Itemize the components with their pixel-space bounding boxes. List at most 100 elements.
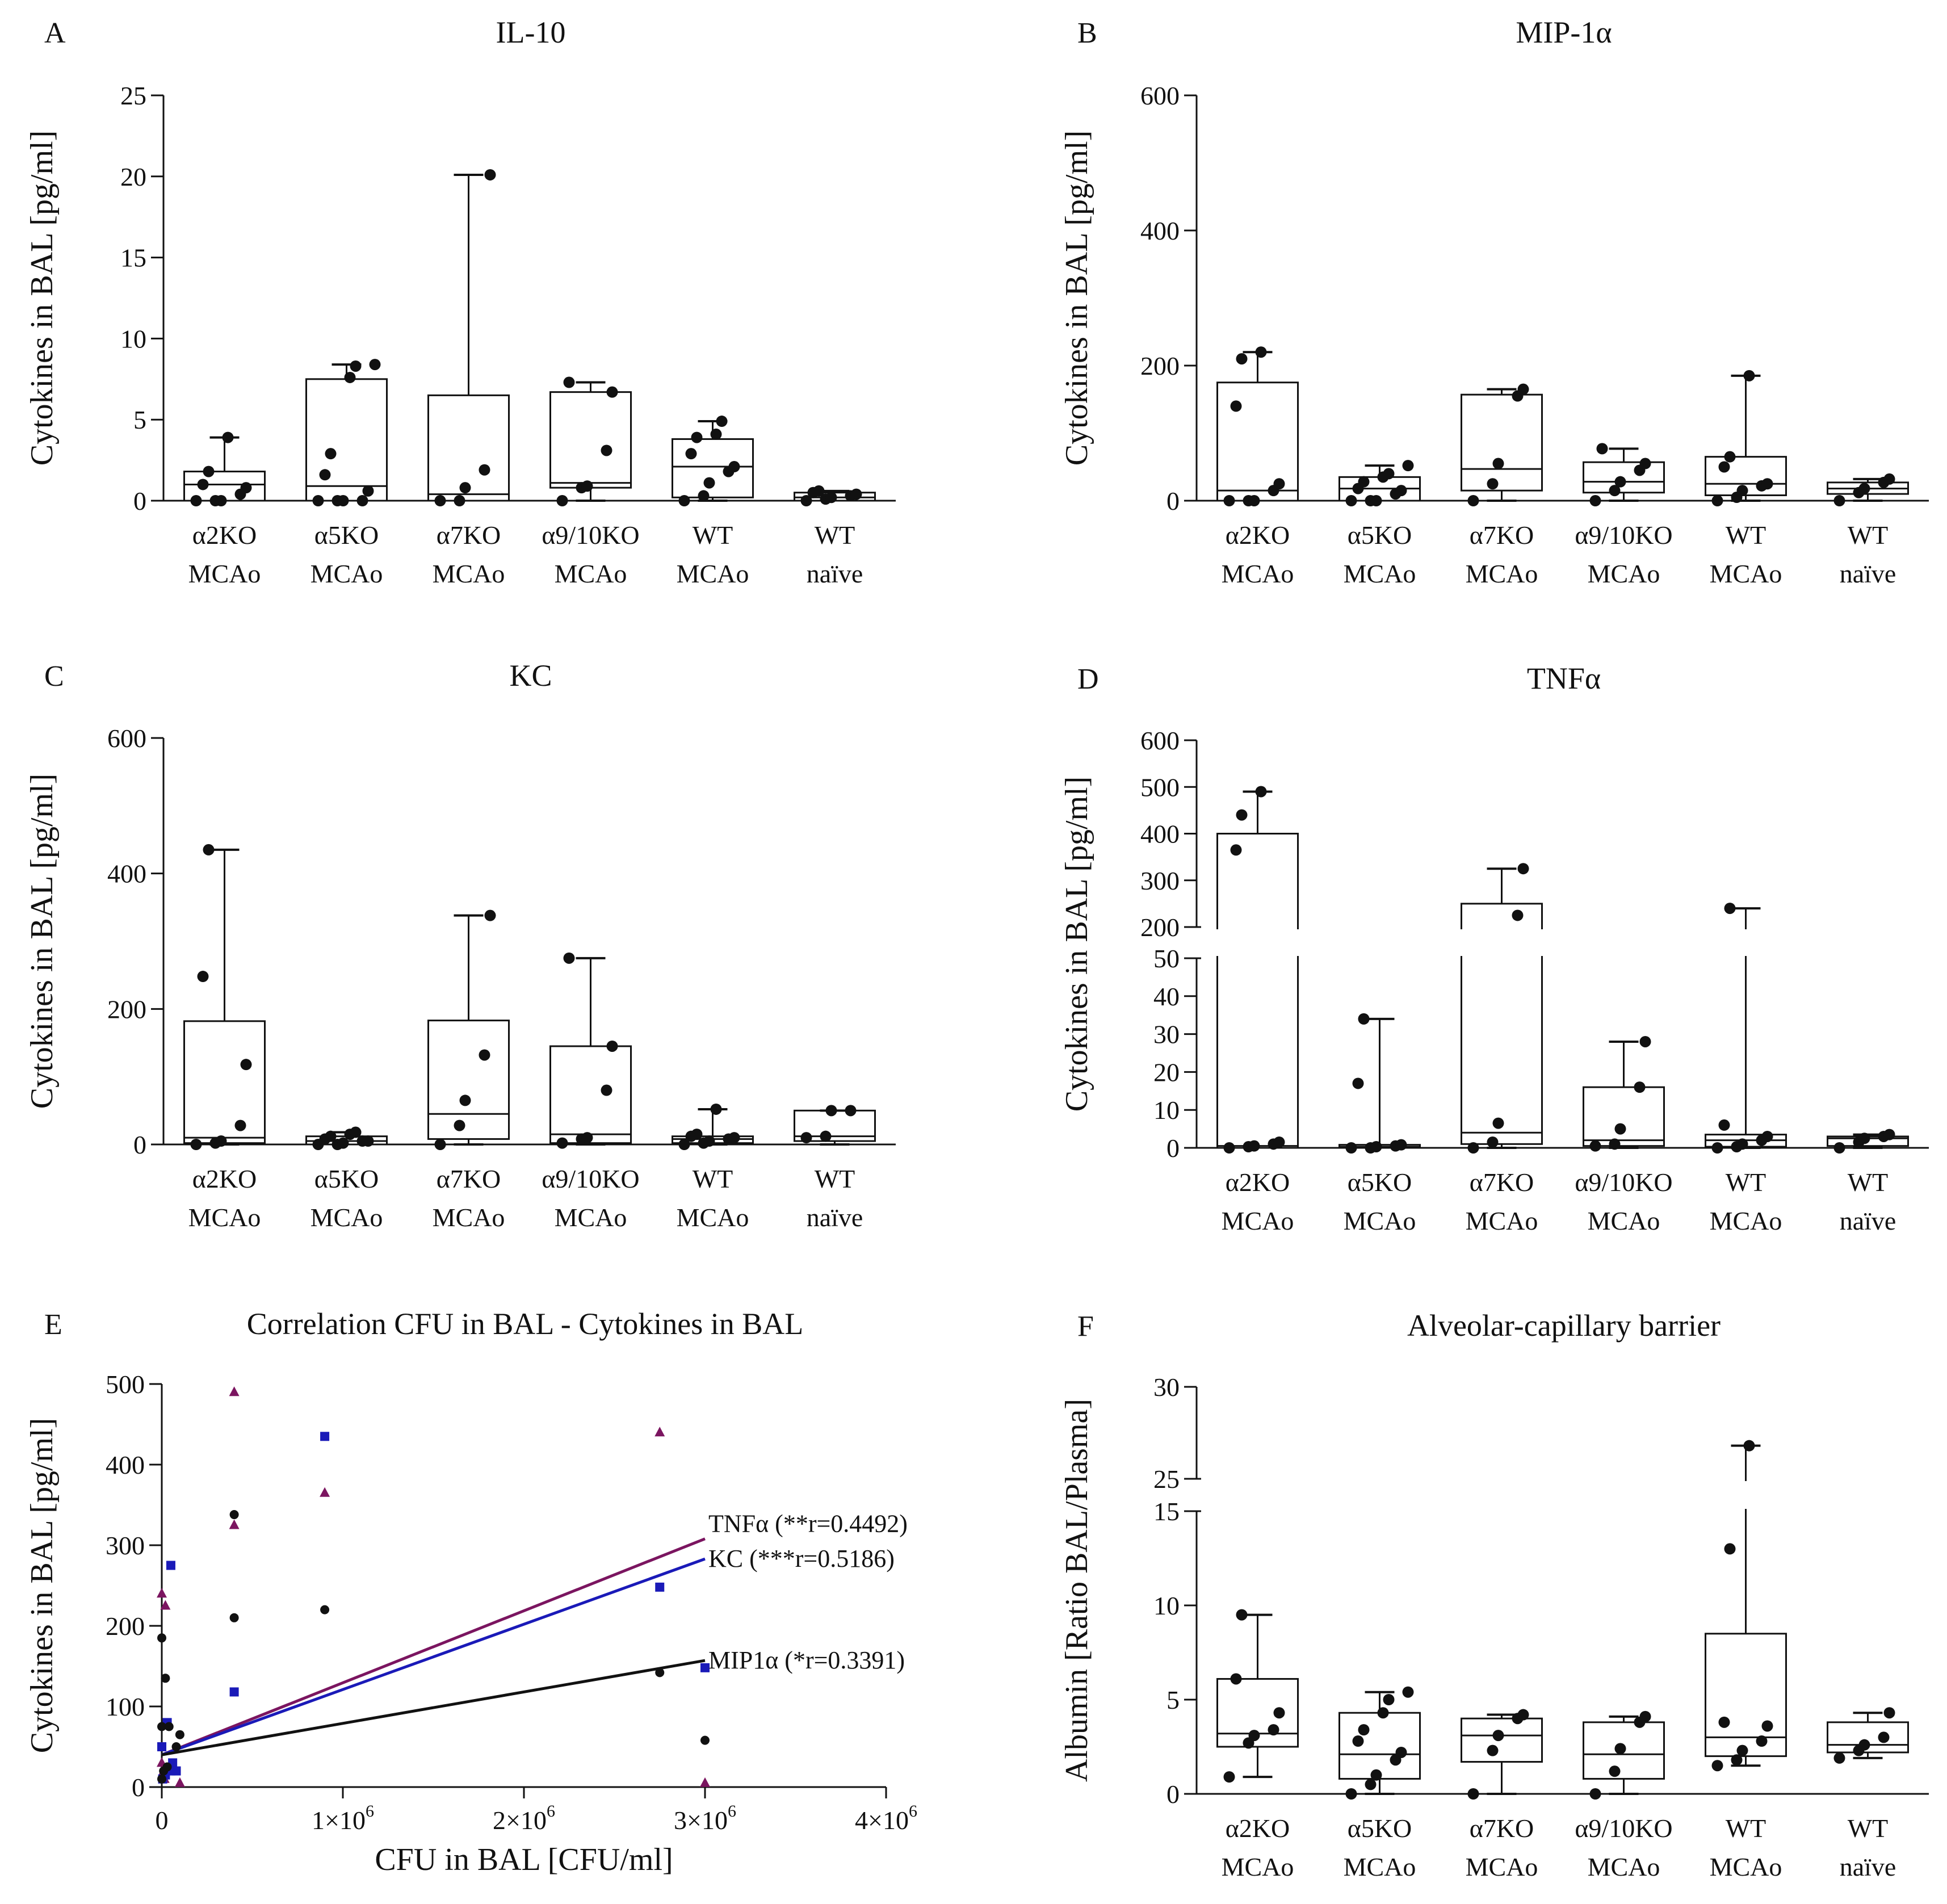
data-point xyxy=(1402,1686,1414,1698)
y-tick-label: 15 xyxy=(1153,1497,1180,1526)
data-point xyxy=(1358,1724,1370,1736)
category-label: α7KO xyxy=(1470,1814,1534,1843)
box-group xyxy=(1827,1707,1909,1764)
data-point xyxy=(1639,458,1651,469)
y-tick-label: 40 xyxy=(1153,982,1180,1011)
x-tick-base: 2×10 xyxy=(493,1806,547,1835)
y-axis-title: Albumin [Ratio BAL/Plasma] xyxy=(1059,1399,1094,1782)
y-tick-label: 400 xyxy=(1140,216,1180,245)
category-label: naïve xyxy=(1840,1206,1896,1235)
category-label: WT xyxy=(1726,1168,1766,1197)
category-label: MCAo xyxy=(433,559,505,588)
category-label: MCAo xyxy=(677,1203,749,1232)
box-group xyxy=(183,844,266,1150)
data-point-triangle xyxy=(174,1777,185,1787)
data-point xyxy=(1370,495,1382,506)
data-point-square xyxy=(700,1663,710,1672)
y-tick-label: 5 xyxy=(1166,1685,1180,1714)
data-point xyxy=(1230,400,1242,412)
data-point-square xyxy=(171,1766,181,1776)
category-label: α9/10KO xyxy=(542,521,639,550)
data-point xyxy=(1634,1081,1646,1093)
data-point xyxy=(203,465,215,477)
series-0: TNFα (**r=0.4492) xyxy=(157,1386,908,1787)
data-point xyxy=(1614,476,1626,488)
category-label: WT xyxy=(1726,1814,1766,1843)
box xyxy=(183,1020,266,1144)
category-label: MCAo xyxy=(1710,1852,1782,1881)
data-point xyxy=(1377,1707,1389,1719)
y-tick-label: 30 xyxy=(1153,1373,1180,1402)
x-tick-exponent: 6 xyxy=(366,1802,374,1821)
panel-title: TNFα xyxy=(1527,661,1601,695)
box xyxy=(1216,833,1299,1149)
data-point-circle xyxy=(157,1633,166,1643)
category-label: α9/10KO xyxy=(542,1164,639,1193)
data-point xyxy=(1395,485,1407,497)
data-point xyxy=(319,469,331,481)
category-label: α9/10KO xyxy=(1575,1168,1672,1197)
box-group xyxy=(672,416,754,506)
box-group xyxy=(1338,460,1421,506)
data-point xyxy=(678,1139,690,1150)
data-point xyxy=(1833,1142,1845,1154)
data-point xyxy=(710,1103,722,1115)
axis-break-gap xyxy=(1194,1481,1927,1509)
data-point-square xyxy=(157,1742,166,1751)
y-tick-label: 600 xyxy=(1140,81,1180,110)
data-point xyxy=(325,1130,337,1142)
box xyxy=(1583,1721,1665,1780)
data-point-square xyxy=(166,1561,175,1570)
category-label: MCAo xyxy=(1710,559,1782,588)
data-point xyxy=(1383,468,1395,480)
data-point xyxy=(703,1135,715,1147)
data-point xyxy=(1736,1744,1748,1756)
category-label: WT xyxy=(1848,521,1889,550)
y-tick-label: 400 xyxy=(1140,820,1180,849)
category-label: MCAo xyxy=(310,1203,383,1232)
data-point-circle xyxy=(161,1674,170,1683)
axis-break-gap xyxy=(1194,929,1927,956)
category-label: WT xyxy=(1848,1814,1889,1843)
panel-title: IL-10 xyxy=(496,15,566,49)
y-tick-label: 200 xyxy=(1140,351,1180,380)
category-label: MCAo xyxy=(310,559,383,588)
data-point xyxy=(1724,903,1736,915)
data-point xyxy=(1255,786,1267,798)
data-point xyxy=(1878,1731,1890,1743)
box xyxy=(1461,1717,1543,1763)
data-point xyxy=(1230,844,1242,856)
box-group xyxy=(549,952,632,1149)
box-group xyxy=(1338,1013,1421,1154)
data-point xyxy=(716,416,728,427)
data-point xyxy=(1345,1142,1357,1154)
data-point xyxy=(606,1040,618,1052)
category-label: α5KO xyxy=(1348,521,1412,550)
data-point xyxy=(479,464,490,476)
data-point xyxy=(434,495,446,506)
data-point-circle xyxy=(175,1730,184,1739)
box-group xyxy=(1461,383,1543,506)
data-point xyxy=(1358,1013,1370,1025)
data-point xyxy=(825,1105,837,1117)
box-group xyxy=(549,376,632,506)
category-label: WT xyxy=(815,521,855,550)
panel-e: E Correlation CFU in BAL - Cytokines in B… xyxy=(24,1307,917,1877)
data-point xyxy=(1467,495,1479,506)
y-tick-label: 0 xyxy=(1166,487,1180,515)
data-point xyxy=(1492,1730,1504,1742)
data-point xyxy=(1596,443,1608,455)
y-tick-label: 15 xyxy=(120,244,146,272)
x-tick-label: 3×106 xyxy=(674,1802,736,1835)
box-group xyxy=(1705,370,1787,506)
data-point xyxy=(1589,1788,1601,1800)
box-group xyxy=(1461,863,1543,1154)
y-tick-label: 300 xyxy=(1140,866,1180,895)
box-group xyxy=(1216,346,1299,506)
panel-f: F Alveolar-capillary barrier Albumin [Rati… xyxy=(1059,1309,1929,1881)
box-group xyxy=(1705,903,1787,1154)
x-tick-exponent: 6 xyxy=(547,1802,555,1821)
data-point xyxy=(1273,1707,1285,1719)
data-point xyxy=(703,477,715,489)
category-label: MCAo xyxy=(1588,559,1660,588)
